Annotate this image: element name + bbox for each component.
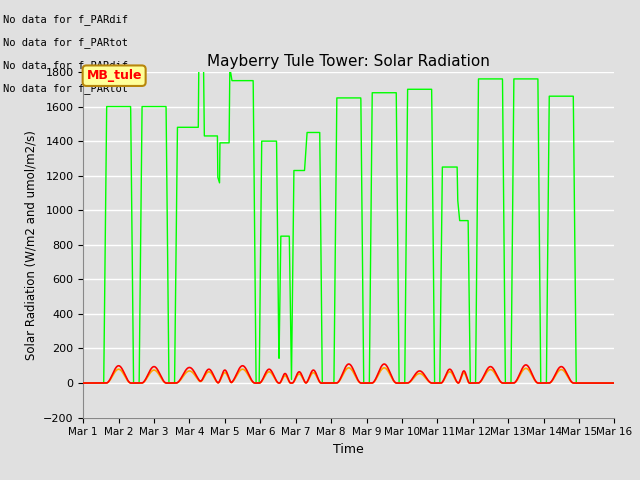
Text: No data for f_PARdif: No data for f_PARdif [3,13,128,24]
Text: MB_tule: MB_tule [86,69,142,82]
Text: No data for f_PARdif: No data for f_PARdif [3,60,128,71]
X-axis label: Time: Time [333,443,364,456]
Y-axis label: Solar Radiation (W/m2 and umol/m2/s): Solar Radiation (W/m2 and umol/m2/s) [24,130,37,360]
Text: No data for f_PARtot: No data for f_PARtot [3,83,128,94]
Title: Mayberry Tule Tower: Solar Radiation: Mayberry Tule Tower: Solar Radiation [207,54,490,70]
Text: No data for f_PARtot: No data for f_PARtot [3,36,128,48]
